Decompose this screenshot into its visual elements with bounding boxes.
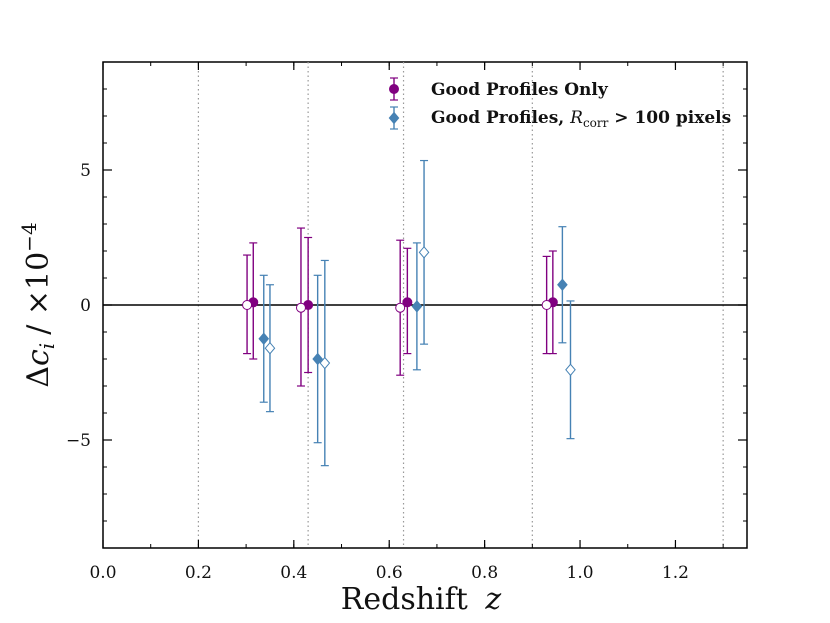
legend-label-good-profiles: Good Profiles Only bbox=[431, 80, 609, 100]
y-axis-title: Δci / ×10−4 bbox=[17, 222, 59, 387]
legend-marker-diamond bbox=[388, 106, 400, 130]
legend-label-rcorr-sub: corr bbox=[583, 116, 609, 130]
x-tick-label: 1.0 bbox=[567, 563, 594, 583]
x-axis-title-var: z bbox=[484, 582, 501, 617]
x-tick-label: 0.0 bbox=[89, 563, 116, 583]
x-tick-label: 1.2 bbox=[662, 563, 689, 583]
data-point bbox=[418, 246, 430, 259]
y-axis-exp: −4 bbox=[17, 222, 41, 251]
series-circle-open bbox=[242, 227, 552, 387]
data-point bbox=[242, 300, 253, 310]
x-tick-label: 0.6 bbox=[376, 563, 403, 583]
y-tick-label: −5 bbox=[66, 431, 91, 451]
legend-circle-marker bbox=[389, 84, 399, 94]
data-point bbox=[411, 300, 423, 313]
axis-ticks bbox=[102, 62, 747, 548]
y-axis-var: c bbox=[21, 349, 56, 366]
data-point bbox=[295, 302, 306, 313]
series-diamond bbox=[258, 226, 568, 444]
legend-diamond-marker bbox=[388, 111, 400, 125]
x-tick-label: 0.4 bbox=[280, 563, 307, 583]
y-tick-label: 0 bbox=[80, 296, 91, 316]
data-point bbox=[264, 341, 276, 355]
legend-label-rcorr-var: R bbox=[569, 108, 583, 128]
series-diamond-open bbox=[264, 159, 576, 467]
data-point bbox=[541, 300, 552, 310]
y-axis-title-text: Δci / ×10−4 bbox=[17, 222, 59, 387]
y-axis-delta: Δ bbox=[21, 366, 56, 388]
axis-tick-labels: 0.0 0.2 0.4 0.6 0.8 1.0 1.2 −5 0 5 bbox=[66, 161, 689, 583]
legend-label-rcorr-prefix: Good Profiles, bbox=[431, 108, 570, 128]
x-tick-label: 0.2 bbox=[185, 563, 212, 583]
y-axis-sub: i bbox=[35, 343, 59, 349]
data-point bbox=[319, 356, 331, 370]
series-circle bbox=[248, 236, 558, 374]
legend-label-rcorr: Good Profiles, Rcorr > 100 pixels bbox=[431, 108, 731, 130]
data-marks bbox=[242, 159, 576, 467]
data-point bbox=[312, 352, 323, 366]
data-point bbox=[557, 278, 568, 292]
y-tick-label: 5 bbox=[80, 161, 91, 181]
data-point bbox=[402, 297, 413, 308]
legend-marker-circle bbox=[389, 77, 399, 101]
y-axis-unit: / ×10 bbox=[21, 252, 56, 335]
x-axis-title-text: Redshift bbox=[341, 582, 468, 617]
data-point bbox=[565, 363, 576, 377]
data-point bbox=[258, 332, 270, 346]
x-tick-label: 0.8 bbox=[471, 563, 498, 583]
legend-label-rcorr-suffix: > 100 pixels bbox=[608, 108, 731, 128]
legend: Good Profiles Only Good Profiles, Rcorr … bbox=[388, 77, 731, 130]
data-point bbox=[395, 302, 406, 313]
x-axis-title: Redshift z bbox=[341, 582, 502, 617]
